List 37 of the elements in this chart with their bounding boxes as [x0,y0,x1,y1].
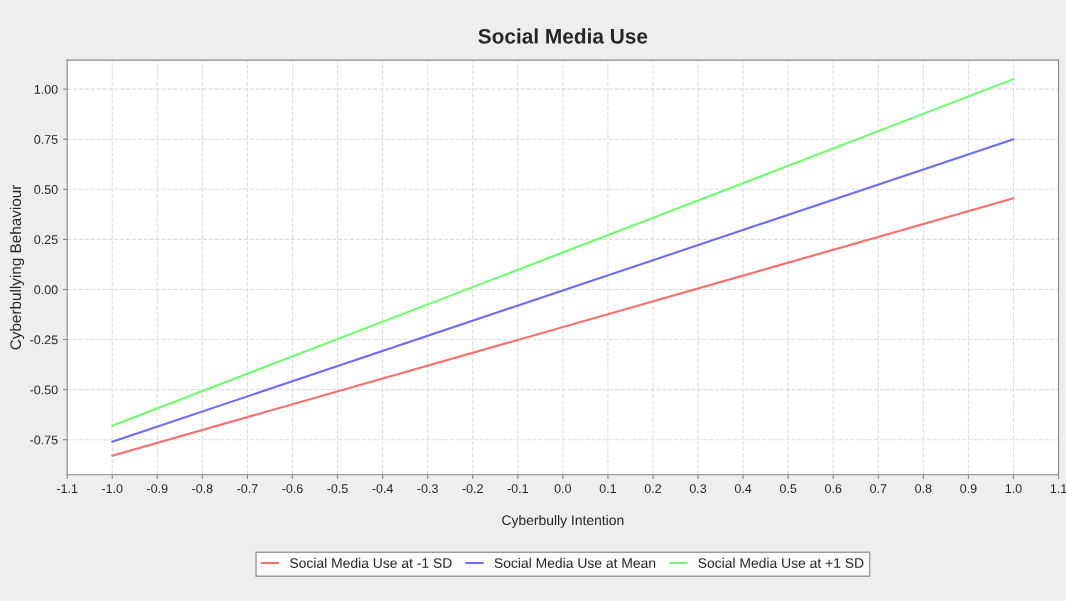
x-tick-label: -0.6 [282,484,303,493]
x-tick-label: 1.0 [1005,484,1022,493]
x-tick-label: -1.0 [102,484,123,493]
y-tick-label: -0.75 [30,435,58,445]
y-axis-title: Cyberbullying Behaviour [9,184,25,350]
x-tick-label: 0.9 [960,484,977,493]
x-tick-label: 0.0 [554,484,572,493]
y-tick-label: 0.50 [34,185,58,194]
x-tick-label: -0.3 [417,484,438,493]
x-tick-label: 0.4 [734,484,752,493]
x-tick-label: -0.8 [192,484,213,493]
x-tick-label: 0.6 [825,484,842,493]
x-tick-label: -1.1 [56,484,78,493]
y-tick-label: -0.50 [30,385,58,395]
x-tick-label: 0.8 [915,484,932,493]
y-tick-label: 1.00 [34,84,58,94]
legend-label: Social Media Use at +1 SD [698,557,864,568]
y-tick-label: 0.25 [34,235,58,245]
y-tick-label: 0.75 [34,135,58,144]
x-tick-label: -0.4 [372,484,393,493]
x-tick-label: 0.3 [689,484,707,493]
x-tick-label: 1.1 [1050,484,1066,493]
y-tick-label: -0.25 [30,335,58,345]
chart-title: Social Media Use [478,28,648,44]
x-tick-label: -0.1 [507,484,528,493]
x-tick-label: 0.2 [644,484,662,493]
x-tick-label: -0.2 [462,484,483,493]
legend-label: Social Media Use at Mean [494,557,656,568]
x-tick-label: 0.1 [599,484,616,493]
y-tick-label: 0.00 [34,285,58,295]
x-axis-title: Cyberbully Intention [502,514,624,528]
x-tick-label: 0.5 [779,484,797,493]
legend-label: Social Media Use at -1 SD [290,557,452,568]
x-tick-label: -0.5 [327,484,348,493]
x-tick-label: -0.9 [147,484,168,493]
x-tick-label: 0.7 [870,484,887,493]
x-tick-label: -0.7 [237,484,258,493]
